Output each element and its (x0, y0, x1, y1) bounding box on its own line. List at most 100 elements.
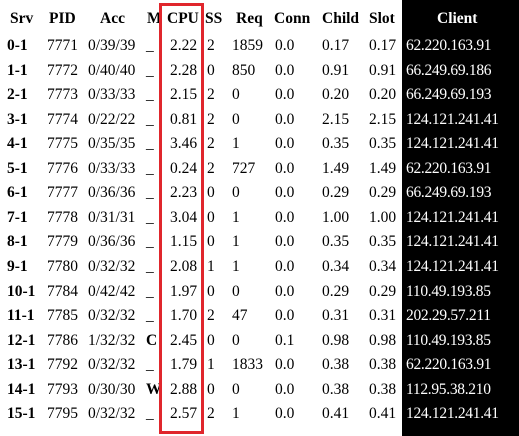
cell-pid: 7792 (47, 356, 78, 374)
cell-srv[interactable]: 2-1 (7, 86, 28, 104)
cell-pid: 7776 (47, 159, 78, 177)
cell-conn: 0.0 (275, 380, 295, 398)
cell-srv[interactable]: 4-1 (7, 135, 28, 153)
cell-ss: 2 (207, 110, 215, 128)
cell-conn: 0.0 (275, 356, 295, 374)
cell-m: _ (146, 110, 154, 128)
cell-slot: 0.34 (369, 257, 397, 275)
cell-client: 124.121.241.41 (406, 405, 499, 423)
cell-conn: 0.0 (275, 37, 295, 54)
cell-m: _ (146, 86, 154, 104)
cell-srv[interactable]: 8-1 (7, 233, 28, 251)
cell-pid: 7795 (47, 405, 78, 423)
cell-conn: 0.0 (275, 110, 295, 128)
cell-slot: 1.49 (369, 159, 397, 177)
cell-acc: 0/32/32 (88, 257, 136, 275)
cell-srv[interactable]: 1-1 (7, 61, 28, 79)
cell-ss: 2 (207, 405, 215, 423)
cell-req: 0 (232, 184, 240, 202)
cell-acc: 0/40/40 (88, 61, 136, 79)
cell-m: _ (146, 356, 154, 374)
cell-pid: 7785 (47, 307, 78, 325)
cell-m: _ (146, 282, 154, 300)
cell-client: 66.249.69.193 (406, 86, 492, 104)
cell-acc: 1/32/32 (88, 331, 136, 349)
cell-client: 62.220.163.91 (406, 37, 492, 54)
cell-srv[interactable]: 5-1 (7, 159, 28, 177)
cell-srv[interactable]: 9-1 (7, 257, 28, 275)
cell-m: _ (146, 257, 154, 275)
cell-ss: 0 (207, 184, 215, 202)
cell-slot: 0.29 (369, 282, 397, 300)
cell-cpu: 3.04 (170, 208, 198, 226)
cell-acc: 0/39/39 (88, 37, 136, 54)
cell-client: 62.220.163.91 (406, 159, 492, 177)
client-column-background (402, 0, 519, 436)
cell-cpu: 2.08 (170, 257, 198, 275)
cell-client: 62.220.163.91 (406, 356, 492, 374)
cell-srv[interactable]: 11-1 (7, 307, 35, 325)
cell-req: 1833 (232, 356, 263, 374)
cell-cpu: 1.15 (170, 233, 198, 251)
cell-slot: 0.17 (369, 37, 397, 54)
cell-pid: 7772 (47, 61, 78, 79)
cell-m: _ (146, 233, 154, 251)
cell-child: 0.41 (322, 405, 350, 423)
cell-pid: 7786 (47, 331, 78, 349)
cell-ss: 2 (207, 135, 215, 153)
cell-client: 124.121.241.41 (406, 110, 499, 128)
cell-pid: 7775 (47, 135, 78, 153)
cell-ss: 0 (207, 208, 215, 226)
cell-m: W (146, 380, 162, 398)
cell-client: 66.249.69.193 (406, 184, 492, 202)
cell-m: _ (146, 37, 154, 54)
cell-req: 727 (232, 159, 256, 177)
cell-conn: 0.0 (275, 405, 295, 423)
cell-req: 0 (232, 331, 240, 349)
cell-acc: 0/30/30 (88, 380, 136, 398)
cell-slot: 0.98 (369, 331, 397, 349)
cell-conn: 0.0 (275, 282, 295, 300)
cell-cpu: 0.24 (170, 159, 198, 177)
cell-m: _ (146, 208, 154, 226)
cell-req: 1 (232, 405, 240, 423)
header-acc: Acc (100, 10, 125, 27)
cell-m: _ (146, 184, 154, 202)
cell-srv[interactable]: 0-1 (7, 37, 28, 54)
cell-m: _ (146, 159, 154, 177)
cell-conn: 0.0 (275, 61, 295, 79)
cell-pid: 7771 (47, 37, 78, 54)
cell-child: 0.38 (322, 356, 350, 374)
cell-client: 124.121.241.41 (406, 233, 499, 251)
cell-child: 1.00 (322, 208, 350, 226)
header-req: Req (236, 10, 263, 27)
cell-srv[interactable]: 14-1 (7, 380, 36, 398)
cell-ss: 0 (207, 61, 215, 79)
cell-conn: 0.0 (275, 159, 295, 177)
cell-client: 112.95.38.210 (406, 380, 491, 398)
cell-pid: 7793 (47, 380, 78, 398)
cell-m: _ (146, 61, 154, 79)
cell-slot: 0.29 (369, 184, 397, 202)
cell-child: 0.98 (322, 331, 350, 349)
cell-child: 0.34 (322, 257, 350, 275)
cell-srv[interactable]: 10-1 (7, 282, 36, 300)
cell-ss: 2 (207, 37, 215, 54)
cell-req: 0 (232, 86, 240, 104)
cell-pid: 7784 (47, 282, 78, 300)
cell-cpu: 2.57 (170, 405, 198, 423)
cell-srv[interactable]: 15-1 (7, 405, 36, 423)
cell-srv[interactable]: 12-1 (7, 331, 36, 349)
cell-srv[interactable]: 6-1 (7, 184, 28, 202)
cell-child: 0.20 (322, 86, 350, 104)
cell-srv[interactable]: 13-1 (7, 356, 36, 374)
cell-acc: 0/32/32 (88, 307, 136, 325)
cell-cpu: 1.79 (170, 356, 198, 374)
cell-child: 0.91 (322, 61, 350, 79)
cell-srv[interactable]: 7-1 (7, 208, 28, 226)
cell-child: 0.35 (322, 233, 350, 251)
cell-pid: 7778 (47, 208, 78, 226)
cell-client: 110.49.193.85 (406, 331, 491, 349)
cell-srv[interactable]: 3-1 (7, 110, 28, 128)
cell-cpu: 1.70 (170, 307, 198, 325)
